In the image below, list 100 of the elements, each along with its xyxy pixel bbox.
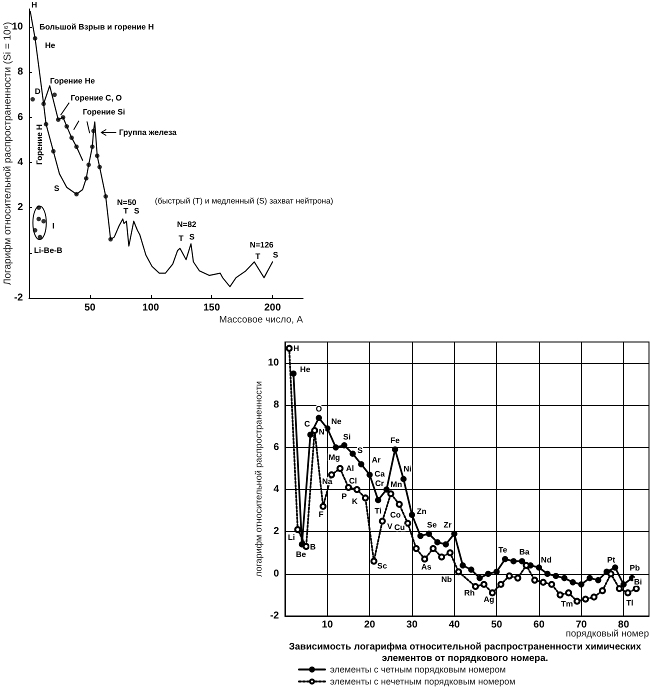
point bbox=[561, 574, 568, 582]
y-tick-label: 6 bbox=[17, 112, 24, 123]
point bbox=[632, 585, 640, 592]
y-tick-label: 6 bbox=[273, 442, 280, 453]
point bbox=[574, 598, 581, 605]
point bbox=[90, 144, 95, 149]
annotation: Ba bbox=[519, 548, 530, 557]
point bbox=[620, 581, 627, 588]
annotation: S bbox=[54, 184, 60, 193]
point bbox=[97, 164, 102, 170]
point bbox=[51, 148, 56, 154]
legend-label: элементы с четным порядковым номером bbox=[330, 664, 506, 674]
point bbox=[544, 570, 551, 577]
point bbox=[460, 562, 466, 569]
annotation: S bbox=[189, 232, 196, 242]
point bbox=[434, 539, 440, 546]
annotation: Ti bbox=[374, 506, 382, 516]
point bbox=[522, 562, 530, 569]
annotation: Te bbox=[498, 546, 508, 555]
point bbox=[497, 580, 504, 588]
point bbox=[565, 589, 572, 596]
annotation: Mg bbox=[328, 452, 340, 462]
point bbox=[426, 530, 432, 537]
point bbox=[378, 518, 386, 525]
annotation: Ag bbox=[484, 594, 494, 604]
annotation: N bbox=[318, 428, 325, 437]
annotation: I bbox=[52, 221, 54, 230]
annotation: Zr bbox=[444, 520, 452, 530]
annotation: Горение C, O bbox=[70, 94, 122, 103]
point bbox=[316, 414, 322, 421]
point bbox=[624, 589, 632, 596]
point bbox=[52, 92, 57, 98]
point bbox=[514, 574, 522, 582]
point bbox=[302, 542, 310, 550]
point bbox=[362, 494, 369, 502]
point bbox=[531, 576, 538, 584]
x-tick-label: 150 bbox=[203, 302, 220, 314]
point bbox=[488, 589, 496, 596]
annotation: N=126 bbox=[250, 240, 274, 250]
y-tick-label: -2 bbox=[270, 610, 280, 622]
annotation: N=82 bbox=[177, 220, 197, 230]
point bbox=[370, 558, 378, 565]
annotation: H bbox=[293, 344, 300, 353]
annotation: Al bbox=[346, 464, 354, 473]
point bbox=[311, 427, 318, 434]
annotation: N=50 bbox=[116, 198, 137, 207]
annotation: Pb bbox=[630, 564, 640, 573]
point bbox=[540, 578, 547, 586]
point bbox=[392, 446, 398, 453]
annotation: Ar bbox=[372, 456, 381, 465]
point bbox=[408, 512, 416, 518]
x-tick-label: 20 bbox=[364, 620, 376, 630]
legend-label: элементы с нечетным порядковым номером bbox=[330, 676, 516, 686]
annotation: Pt bbox=[607, 555, 616, 564]
annotation: Bi bbox=[634, 577, 642, 586]
point bbox=[69, 135, 74, 140]
point bbox=[556, 591, 564, 598]
annotation: O bbox=[316, 404, 322, 414]
point bbox=[41, 102, 46, 106]
point bbox=[438, 553, 446, 560]
point bbox=[548, 580, 556, 588]
annotation: Cr bbox=[375, 479, 384, 488]
y-axis-title: логарифм относительной распространенности bbox=[254, 381, 264, 577]
annotation: K bbox=[352, 496, 358, 506]
point bbox=[607, 570, 614, 578]
annotation: T bbox=[178, 234, 184, 243]
annotation: T bbox=[123, 206, 128, 216]
annotation: Горение Si bbox=[82, 108, 126, 117]
point bbox=[396, 500, 403, 508]
y-tick-label: 10 bbox=[12, 22, 24, 33]
point bbox=[332, 444, 339, 450]
point bbox=[328, 471, 336, 478]
annotation: Tl bbox=[626, 598, 634, 608]
point bbox=[472, 582, 479, 590]
annotation: Горение H bbox=[34, 124, 44, 165]
annotation: P bbox=[342, 492, 348, 502]
annotation: As bbox=[421, 562, 432, 572]
annotation: Co bbox=[390, 510, 401, 520]
x-tick-label: 50 bbox=[491, 620, 503, 630]
annotation: Cu bbox=[394, 522, 405, 532]
point bbox=[38, 234, 42, 240]
annotation: He bbox=[44, 40, 56, 50]
point bbox=[320, 502, 327, 510]
point bbox=[60, 115, 66, 120]
point bbox=[74, 192, 79, 196]
point bbox=[400, 476, 407, 482]
annotation: Mn bbox=[390, 480, 402, 489]
annotation: D bbox=[34, 86, 41, 96]
annotation: Li-Be-B bbox=[34, 246, 63, 256]
point bbox=[74, 144, 79, 149]
annotation: Fe bbox=[390, 436, 400, 445]
point bbox=[294, 526, 302, 534]
x-tick-label: 10 bbox=[322, 620, 334, 630]
point bbox=[430, 545, 437, 552]
y-tick-label: -2 bbox=[14, 292, 24, 304]
point bbox=[307, 432, 314, 438]
y-axis-title: Логарифм относительной распространенности (Si = 10⁶) bbox=[2, 22, 14, 286]
annotation: Tm bbox=[561, 599, 574, 608]
y-tick-label: 0 bbox=[273, 568, 280, 580]
point bbox=[506, 572, 513, 580]
